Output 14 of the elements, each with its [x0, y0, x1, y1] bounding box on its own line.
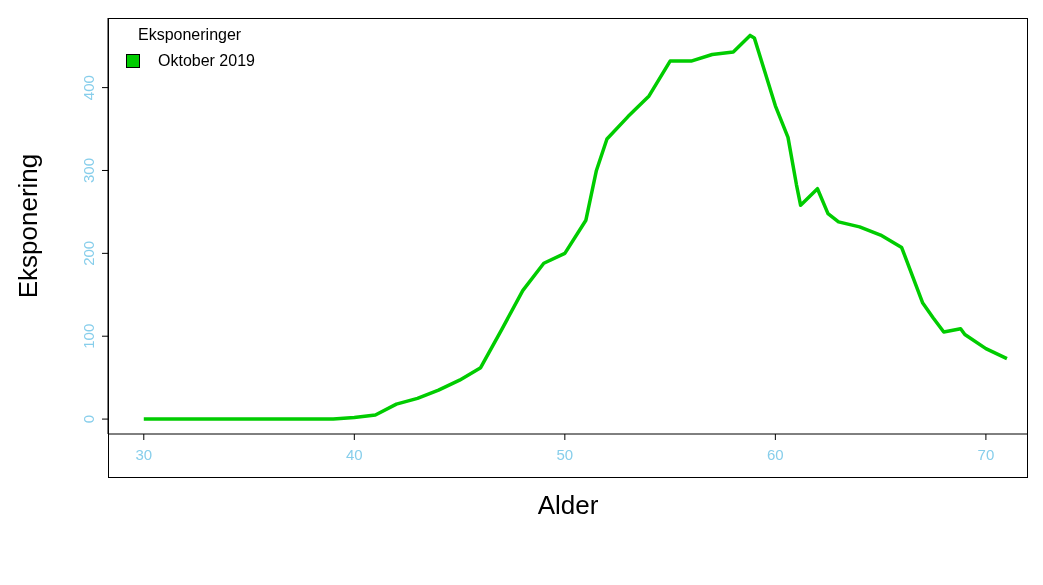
- legend-title: Eksponeringer: [138, 26, 243, 44]
- y-axis-title: Eksponering: [13, 153, 44, 299]
- x-tick-label: 70: [977, 446, 995, 463]
- y-tick-label: 300: [80, 157, 97, 183]
- y-tick-label: 100: [80, 323, 97, 349]
- y-tick-label: 0: [80, 414, 97, 424]
- x-tick-label: 60: [767, 446, 784, 463]
- x-tick-label: 30: [135, 446, 153, 463]
- x-tick-label: 50: [556, 446, 574, 463]
- x-tick-label: 40: [345, 446, 363, 463]
- y-tick-label: 200: [80, 240, 97, 266]
- x-axis-title: Alder: [537, 490, 599, 520]
- legend-label: Oktober 2019: [158, 52, 255, 70]
- y-tick-label: 400: [80, 75, 97, 101]
